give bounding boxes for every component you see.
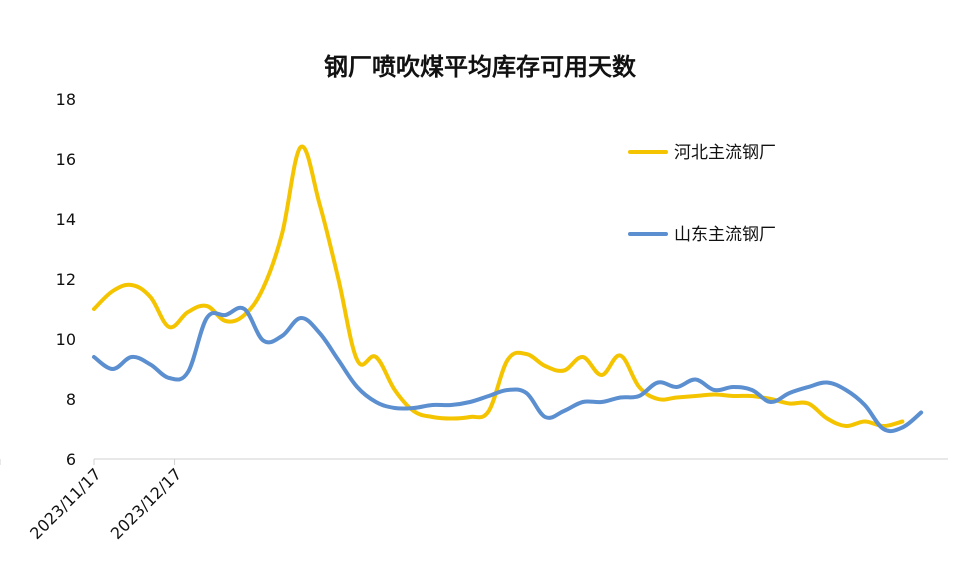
y-tick-label: 16 xyxy=(56,150,76,169)
y-tick-label: 14 xyxy=(56,210,76,229)
axes-layer: 6810121416182023/11/172023/12/172024/1/1… xyxy=(0,90,948,543)
series-layer xyxy=(92,144,924,434)
y-tick-label: 10 xyxy=(56,330,76,349)
series-line-1 xyxy=(92,144,905,429)
y-tick-label: 8 xyxy=(66,390,76,409)
y-tick-label: 12 xyxy=(56,270,76,289)
x-tick-label: 2023/11/17 xyxy=(26,464,105,543)
legend-label-1: 河北主流钢厂 xyxy=(674,143,776,163)
series-line-2 xyxy=(92,305,924,434)
legend-label-2: 山东主流钢厂 xyxy=(674,225,776,245)
x-tick-label: 2023/12/17 xyxy=(107,464,186,543)
y-tick-label: 18 xyxy=(56,90,76,109)
chart-title: 钢厂喷吹煤平均库存可用天数 xyxy=(324,53,637,81)
y-tick-label: 6 xyxy=(66,450,76,469)
